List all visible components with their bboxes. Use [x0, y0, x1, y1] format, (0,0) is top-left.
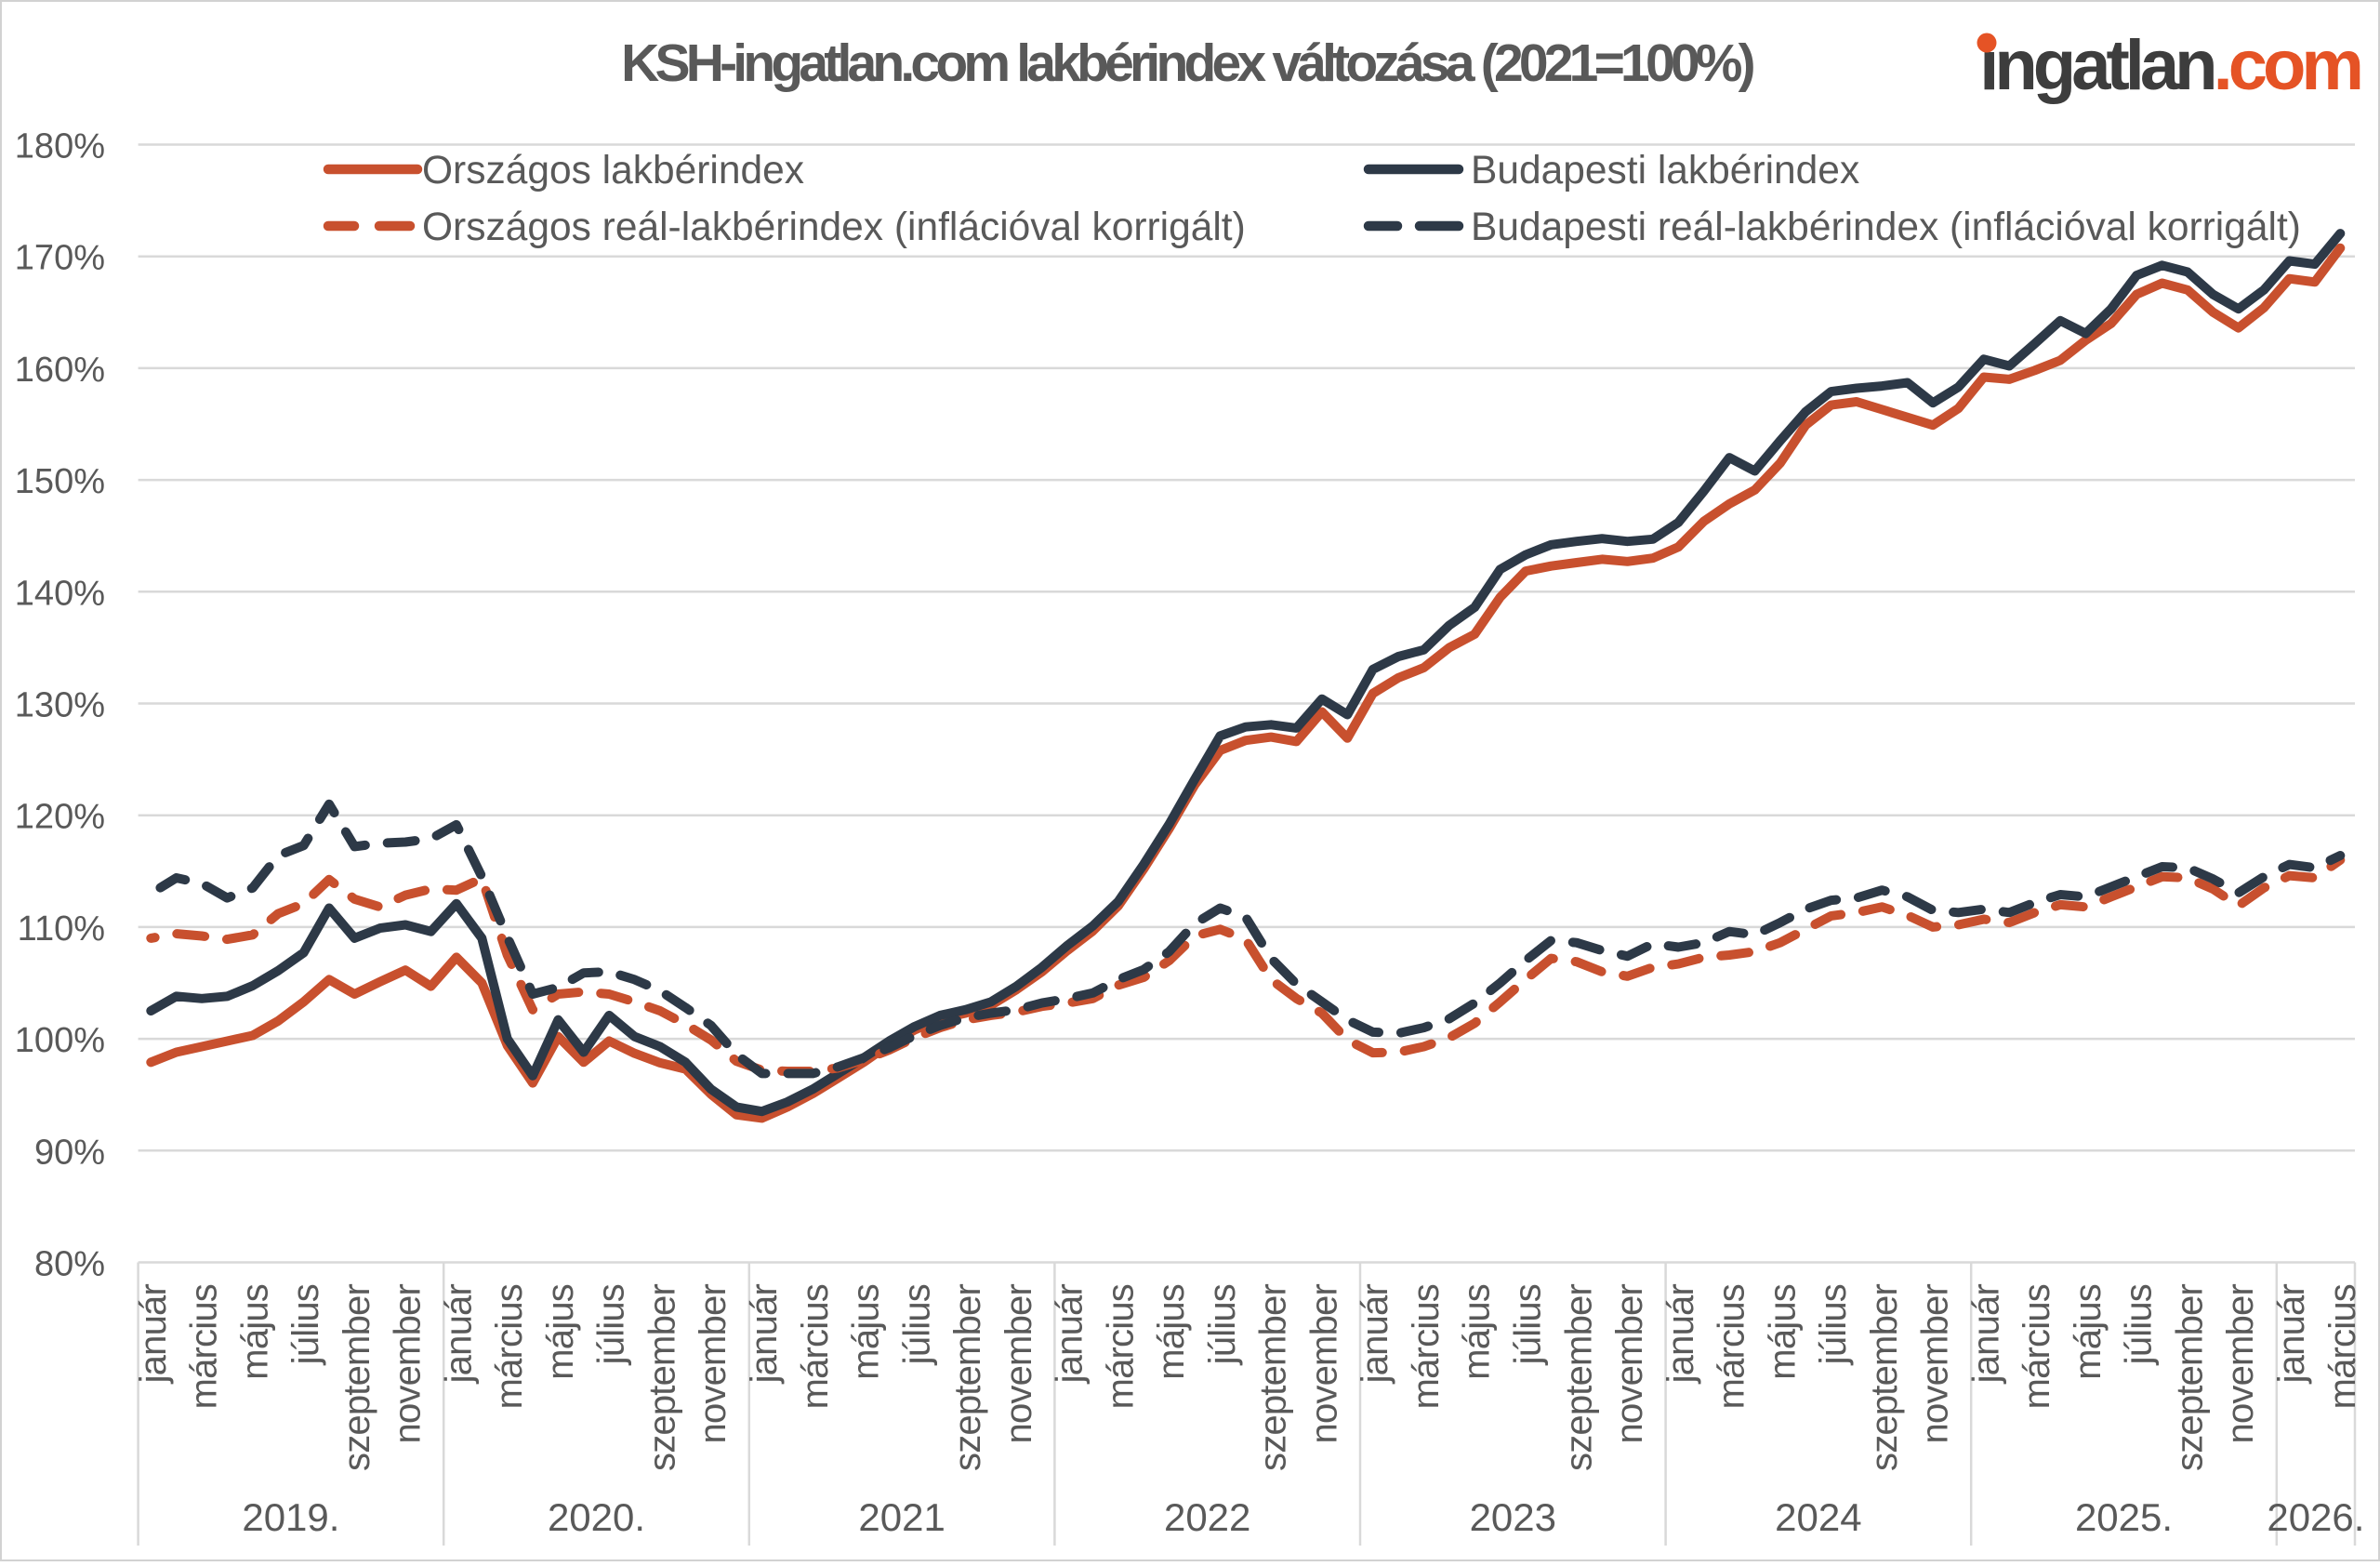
svg-text:november: november [693, 1284, 734, 1444]
svg-text:május: május [234, 1284, 275, 1380]
svg-text:július: július [1202, 1284, 1243, 1365]
svg-text:november: november [388, 1284, 429, 1444]
svg-text:szeptember: szeptember [1253, 1284, 1294, 1471]
svg-text:március: március [2322, 1284, 2363, 1409]
svg-text:május: május [1457, 1284, 1498, 1380]
svg-text:július: július [591, 1284, 632, 1365]
svg-text:Budapesti reál-lakbérindex (in: Budapesti reál-lakbérindex (inflációval … [1471, 206, 2301, 249]
svg-text:március: március [184, 1284, 225, 1409]
svg-text:július: július [1508, 1284, 1549, 1365]
svg-text:január: január [438, 1284, 479, 1385]
svg-text:január: január [1965, 1284, 2006, 1385]
svg-text:szeptember: szeptember [1864, 1284, 1905, 1471]
svg-text:2019.: 2019. [242, 1495, 339, 1539]
svg-text:120%: 120% [15, 798, 105, 837]
svg-text:KSH-ingatlan.com lakbérindex v: KSH-ingatlan.com lakbérindex változása (… [621, 33, 1753, 93]
svg-text:július: július [285, 1284, 326, 1365]
svg-text:március: március [1406, 1284, 1447, 1409]
svg-text:130%: 130% [15, 686, 105, 725]
svg-text:2022: 2022 [1164, 1495, 1250, 1539]
svg-text:november: november [1915, 1284, 1956, 1444]
svg-text:Országos reál-lakbérindex (inf: Országos reál-lakbérindex (inflációval k… [422, 206, 1246, 249]
svg-text:július: július [1813, 1284, 1854, 1365]
svg-text:ingatlan.com: ingatlan.com [1979, 26, 2360, 105]
svg-text:170%: 170% [15, 239, 105, 278]
svg-text:május: május [846, 1284, 887, 1380]
svg-text:2025.: 2025. [2075, 1495, 2173, 1539]
svg-text:január: január [133, 1284, 174, 1385]
svg-text:március: március [2016, 1284, 2057, 1409]
svg-text:május: május [2068, 1284, 2109, 1380]
svg-text:január: január [1050, 1284, 1091, 1385]
svg-text:május: május [540, 1284, 581, 1380]
svg-text:január: január [744, 1284, 785, 1385]
svg-text:Országos lakbérindex: Országos lakbérindex [422, 149, 804, 192]
svg-text:szeptember: szeptember [642, 1284, 683, 1471]
svg-text:szeptember: szeptember [947, 1284, 988, 1471]
svg-text:január: január [1355, 1284, 1395, 1385]
svg-text:március: március [489, 1284, 530, 1409]
svg-text:november: november [2220, 1284, 2261, 1444]
svg-text:90%: 90% [34, 1133, 105, 1172]
svg-text:november: november [1303, 1284, 1344, 1444]
svg-text:március: március [795, 1284, 836, 1409]
svg-text:2021: 2021 [858, 1495, 945, 1539]
svg-text:március: március [1100, 1284, 1141, 1409]
svg-text:140%: 140% [15, 574, 105, 613]
svg-text:május: május [1151, 1284, 1192, 1380]
svg-text:július: július [2119, 1284, 2160, 1365]
svg-text:május: május [1762, 1284, 1803, 1380]
svg-text:2024: 2024 [1775, 1495, 1861, 1539]
svg-text:80%: 80% [34, 1245, 105, 1284]
svg-text:100%: 100% [15, 1021, 105, 1060]
svg-text:november: november [998, 1284, 1039, 1444]
svg-text:január: január [2271, 1284, 2312, 1385]
svg-text:szeptember: szeptember [337, 1284, 377, 1471]
svg-text:2023: 2023 [1470, 1495, 1556, 1539]
svg-text:január: január [1660, 1284, 1701, 1385]
svg-text:2020.: 2020. [548, 1495, 645, 1539]
svg-text:180%: 180% [15, 127, 105, 166]
svg-text:110%: 110% [18, 909, 105, 949]
svg-text:Budapesti lakbérindex: Budapesti lakbérindex [1471, 149, 1859, 192]
svg-text:március: március [1712, 1284, 1752, 1409]
svg-text:160%: 160% [15, 351, 105, 390]
svg-text:november: november [1609, 1284, 1650, 1444]
svg-text:szeptember: szeptember [1558, 1284, 1599, 1471]
svg-text:július: július [896, 1284, 937, 1365]
svg-text:szeptember: szeptember [2170, 1284, 2211, 1471]
svg-text:150%: 150% [15, 462, 105, 501]
svg-text:2026.: 2026. [2267, 1495, 2364, 1539]
